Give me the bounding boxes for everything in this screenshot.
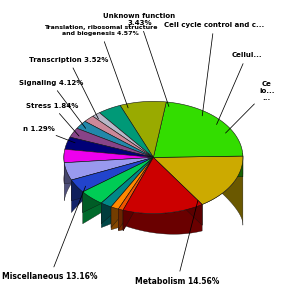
Text: Miscellaneous 13.16%: Miscellaneous 13.16% [2, 186, 98, 281]
Polygon shape [77, 121, 153, 158]
Polygon shape [99, 105, 153, 158]
Polygon shape [101, 158, 153, 224]
Polygon shape [71, 158, 153, 201]
Polygon shape [153, 156, 243, 178]
Polygon shape [71, 158, 153, 201]
Polygon shape [71, 180, 83, 213]
Text: Cell cycle control and c...: Cell cycle control and c... [164, 22, 264, 116]
Polygon shape [101, 158, 153, 224]
Polygon shape [120, 101, 166, 158]
Text: Translation, ribosomal structure
and biogenesis 4.57%: Translation, ribosomal structure and bio… [44, 25, 157, 108]
Polygon shape [83, 192, 101, 224]
Polygon shape [111, 158, 153, 227]
Polygon shape [101, 158, 153, 207]
Polygon shape [123, 158, 153, 231]
Polygon shape [123, 158, 202, 214]
Polygon shape [123, 205, 202, 234]
Polygon shape [101, 203, 111, 227]
Polygon shape [64, 149, 153, 163]
Polygon shape [64, 163, 71, 201]
Polygon shape [83, 158, 153, 213]
Polygon shape [85, 116, 153, 158]
Polygon shape [64, 158, 153, 184]
Polygon shape [65, 137, 153, 158]
Polygon shape [111, 158, 153, 227]
Text: Signaling 4.12%: Signaling 4.12% [19, 80, 86, 128]
Text: n 1.29%: n 1.29% [23, 126, 75, 143]
Polygon shape [83, 158, 153, 213]
Polygon shape [83, 158, 153, 203]
Text: Transcription 3.52%: Transcription 3.52% [29, 57, 109, 119]
Text: Stress 1.84%: Stress 1.84% [26, 103, 79, 136]
Text: Unknown function
3.43%: Unknown function 3.43% [103, 13, 176, 107]
Polygon shape [118, 158, 153, 230]
Polygon shape [71, 158, 153, 192]
Polygon shape [153, 158, 202, 225]
Polygon shape [123, 158, 153, 231]
Polygon shape [118, 158, 153, 230]
Polygon shape [118, 209, 123, 231]
Polygon shape [111, 207, 118, 230]
Polygon shape [64, 158, 153, 180]
Polygon shape [153, 156, 243, 205]
Text: Metabolism 14.56%: Metabolism 14.56% [135, 201, 220, 286]
Polygon shape [111, 158, 153, 209]
Polygon shape [118, 158, 153, 210]
Polygon shape [93, 113, 153, 158]
Polygon shape [70, 128, 153, 158]
Polygon shape [153, 158, 202, 225]
Text: Cellul...: Cellul... [216, 52, 262, 125]
Text: Ce
io...
...: Ce io... ... [225, 81, 275, 133]
Polygon shape [153, 156, 243, 178]
Polygon shape [153, 102, 243, 158]
Polygon shape [202, 156, 243, 225]
Polygon shape [64, 158, 153, 184]
